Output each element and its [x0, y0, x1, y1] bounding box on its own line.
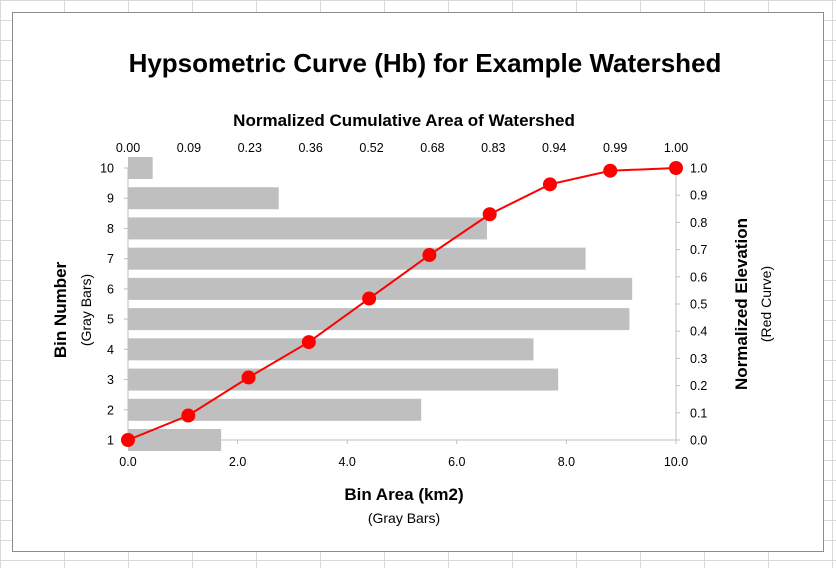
- y-right-tick-label: 0.6: [690, 270, 707, 284]
- curve-point-6: [482, 207, 497, 222]
- x-bottom-axis-title: Bin Area (km2): [344, 485, 463, 504]
- x-top-tick-label: 0.83: [481, 141, 505, 155]
- bar-bin-7: [128, 247, 586, 270]
- axes-layer: 0.0 2.0 4.0 6.0 8.0 10.00.00 0.09 0.23 0.36 0.52 0…: [100, 141, 707, 469]
- y-right-tick-label: 0.3: [690, 352, 707, 366]
- x-bottom-tick-label: 6.0: [448, 455, 465, 469]
- y-left-tick-label: 5: [107, 313, 114, 327]
- y-right-tick-label: 0.8: [690, 216, 707, 230]
- y-left-tick-label: 9: [107, 192, 114, 206]
- curve-point-3: [301, 335, 316, 350]
- bar-bin-4: [128, 338, 534, 361]
- x-bottom-tick-label: 0.0: [119, 455, 136, 469]
- bar-bin-10: [128, 157, 153, 179]
- x-bottom-axis-subtitle: (Gray Bars): [368, 510, 440, 526]
- y-left-tick-label: 1: [107, 434, 114, 448]
- y-right-tick-label: 0.2: [690, 379, 707, 393]
- x-top-tick-label: 0.52: [359, 141, 383, 155]
- y-left-tick-label: 7: [107, 252, 114, 266]
- chart-title: Hypsometric Curve (Hb) for Example Water…: [129, 48, 722, 78]
- x-bottom-tick-label: 2.0: [229, 455, 246, 469]
- x-top-tick-label: 1.00: [664, 141, 688, 155]
- y-left-tick-label: 10: [100, 162, 114, 176]
- curve-point-8: [603, 163, 618, 178]
- x-bottom-tick-label: 10.0: [664, 455, 688, 469]
- bars-layer: [128, 157, 633, 451]
- curve-layer: [121, 161, 683, 447]
- y-right-tick-label: 0.9: [690, 189, 707, 203]
- curve-point-9: [669, 161, 683, 175]
- y-right-tick-label: 1.0: [690, 162, 707, 176]
- x-top-tick-label: 0.00: [116, 141, 140, 155]
- y-right-tick-label: 0.7: [690, 243, 707, 257]
- bar-bin-5: [128, 308, 630, 331]
- curve-point-0: [121, 433, 135, 447]
- curve-point-5: [422, 248, 437, 263]
- x-top-tick-label: 0.23: [238, 141, 262, 155]
- x-top-tick-label: 0.36: [298, 141, 322, 155]
- y-left-tick-label: 2: [107, 403, 114, 417]
- curve-line: [127, 167, 677, 441]
- x-top-tick-label: 0.09: [177, 141, 201, 155]
- y-right-tick-label: 0.0: [690, 434, 707, 448]
- bar-bin-9: [128, 187, 279, 210]
- bar-bin-6: [128, 277, 633, 300]
- curve-point-2: [241, 370, 256, 385]
- y-right-axis-subtitle: (Red Curve): [758, 266, 774, 342]
- curve-point-7: [542, 177, 557, 192]
- x-bottom-tick-label: 8.0: [558, 455, 575, 469]
- y-right-tick-label: 0.1: [690, 406, 707, 420]
- y-right-tick-label: 0.4: [690, 325, 707, 339]
- y-left-tick-label: 8: [107, 222, 114, 236]
- y-right-axis-title: Normalized Elevation: [732, 218, 751, 390]
- y-left-tick-label: 6: [107, 282, 114, 296]
- y-left-tick-label: 3: [107, 373, 114, 387]
- curve-point-4: [362, 291, 377, 306]
- x-top-tick-label: 0.99: [603, 141, 627, 155]
- bar-bin-8: [128, 217, 487, 240]
- bar-bin-2: [128, 398, 422, 421]
- x-top-tick-label: 0.68: [420, 141, 444, 155]
- y-right-tick-label: 0.5: [690, 298, 707, 312]
- bar-bin-3: [128, 368, 559, 391]
- x-bottom-tick-label: 4.0: [339, 455, 356, 469]
- y-left-tick-label: 4: [107, 343, 114, 357]
- x-top-axis-title: Normalized Cumulative Area of Watershed: [233, 111, 575, 130]
- curve-point-1: [181, 408, 196, 423]
- y-left-axis-title: Bin Number: [51, 261, 70, 358]
- y-left-axis-subtitle: (Gray Bars): [78, 274, 94, 346]
- x-top-tick-label: 0.94: [542, 141, 566, 155]
